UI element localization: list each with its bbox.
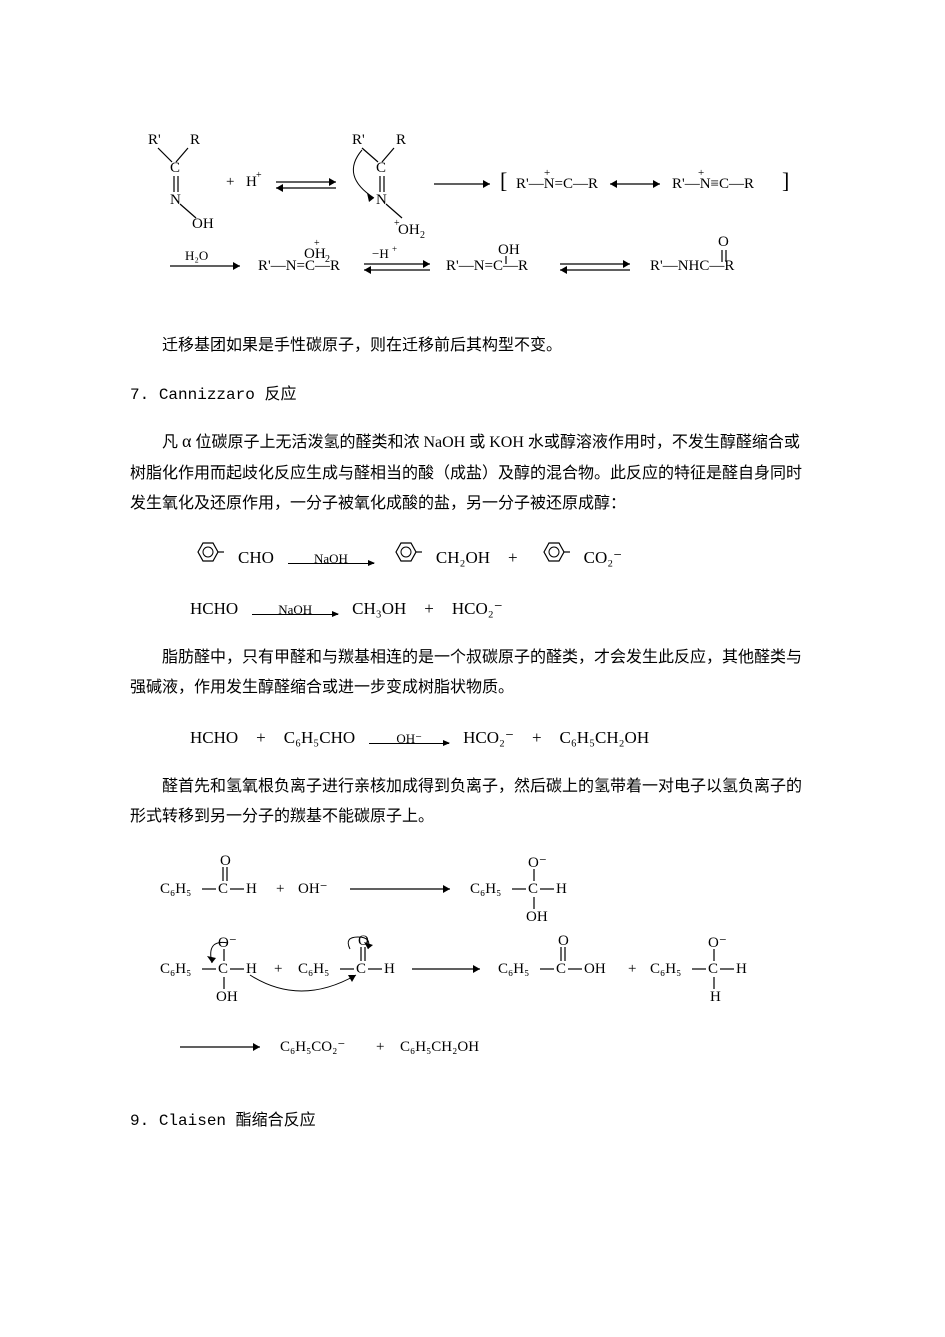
svg-text:C₆H₅: C₆H₅ xyxy=(470,881,501,897)
svg-text:C: C xyxy=(218,881,228,897)
svg-text:C₆H₅: C₆H₅ xyxy=(160,961,191,977)
svg-text:H: H xyxy=(246,961,257,977)
svg-text:C: C xyxy=(708,961,718,977)
svg-text:C₆H₅: C₆H₅ xyxy=(650,961,681,977)
svg-text:C₆H₅: C₆H₅ xyxy=(498,961,529,977)
svg-text:N: N xyxy=(170,192,181,208)
svg-text:C: C xyxy=(218,961,228,977)
svg-text:]: ] xyxy=(782,168,789,193)
svg-text:C: C xyxy=(356,961,366,977)
svg-text:+: + xyxy=(544,167,550,179)
svg-text:H: H xyxy=(556,881,567,897)
benzene-icon xyxy=(536,537,570,578)
svg-text:+: + xyxy=(256,170,262,181)
svg-text:OH⁻: OH⁻ xyxy=(298,881,328,897)
formula: C₆H₅CHO xyxy=(284,722,355,754)
svg-text:C: C xyxy=(528,881,538,897)
plus-icon: + xyxy=(424,593,434,625)
svg-text:H: H xyxy=(246,881,257,897)
svg-text:OH: OH xyxy=(216,989,238,1005)
svg-text:O⁻: O⁻ xyxy=(708,935,727,951)
svg-text:+: + xyxy=(698,167,704,179)
svg-text:C₆H₅: C₆H₅ xyxy=(298,961,329,977)
arrow-icon: NaOH xyxy=(288,552,374,564)
formula-ch3oh: CH₃OH xyxy=(352,593,406,625)
svg-text:OH: OH xyxy=(584,961,606,977)
equation-cannizzaro-cross: HCHO + C₆H₅CHO OH⁻ HCO₂⁻ + C₆H₅CH₂OH xyxy=(190,722,815,754)
svg-text:O: O xyxy=(558,933,569,949)
svg-text:H: H xyxy=(384,961,395,977)
heading-name: Claisen xyxy=(159,1112,226,1130)
formula: HCO₂⁻ xyxy=(463,722,514,754)
svg-text:C₆H₅CH₂OH: C₆H₅CH₂OH xyxy=(400,1039,479,1055)
formula-hcho: HCHO xyxy=(190,593,238,625)
svg-text:C: C xyxy=(170,160,180,176)
svg-text:R': R' xyxy=(352,132,365,148)
alpha: α xyxy=(182,431,191,451)
svg-text:+: + xyxy=(276,881,284,897)
heading-name: Cannizzaro xyxy=(159,386,255,404)
svg-text:C₆H₅CO₂⁻: C₆H₅CO₂⁻ xyxy=(280,1039,345,1055)
heading-num: 9. xyxy=(130,1112,149,1130)
svg-text:C₆H₅: C₆H₅ xyxy=(160,881,191,897)
svg-text:N: N xyxy=(376,192,387,208)
svg-text:H: H xyxy=(736,961,747,977)
formula-ch2oh: CH₂OH xyxy=(436,542,490,574)
para-mechanism: 醛首先和氢氧根负离子进行亲核加成得到负离子，然后碳上的氢带着一对电子以氢负离子的… xyxy=(130,772,815,833)
svg-text:C: C xyxy=(376,160,386,176)
svg-text:O⁻: O⁻ xyxy=(528,855,547,871)
formula-co2: CO₂⁻ xyxy=(584,542,623,574)
scheme-beckmann: R' R C N OH + H + R' R C N + OH2 xyxy=(130,126,815,317)
heading-claisen: 9. Claisen 酯缩合反应 xyxy=(130,1106,815,1136)
formula-hco2: HCO₂⁻ xyxy=(452,593,503,625)
formula: HCHO xyxy=(190,722,238,754)
plus-icon: + xyxy=(532,722,542,754)
svg-text:+: + xyxy=(392,244,397,254)
benzene-icon xyxy=(388,537,422,578)
svg-text:OH: OH xyxy=(398,222,420,238)
heading-tail: 酯缩合反应 xyxy=(236,1112,316,1129)
scheme-cannizzaro-mechanism: C₆H₅ C O H + OH⁻ C₆H₅ C O⁻ OH H C₆H₅ C O… xyxy=(150,847,815,1088)
svg-text:C: C xyxy=(556,961,566,977)
svg-text:[: [ xyxy=(500,168,507,193)
svg-text:R: R xyxy=(190,132,200,148)
svg-text:2: 2 xyxy=(325,254,330,265)
arrow-icon: OH⁻ xyxy=(369,732,449,744)
svg-text:R: R xyxy=(396,132,406,148)
text: 位碳原子上无活泼氢的醛类和浓 NaOH 或 KOH 水或醇溶液作用时，不发生醇醛… xyxy=(130,434,802,512)
svg-text:2: 2 xyxy=(420,230,425,241)
svg-text:+: + xyxy=(274,961,282,977)
para-cannizzaro-1: 凡 α 位碳原子上无活泼氢的醛类和浓 NaOH 或 KOH 水或醇溶液作用时，不… xyxy=(130,424,815,519)
svg-text:OH: OH xyxy=(192,216,214,232)
svg-text:H₂O: H₂O xyxy=(185,248,208,263)
heading-num: 7. xyxy=(130,386,149,404)
para-migration: 迁移基团如果是手性碳原子，则在迁移前后其构型不变。 xyxy=(130,331,815,361)
arrow-icon: NaOH xyxy=(252,603,338,615)
svg-text:OH: OH xyxy=(526,909,548,925)
svg-text:R'―N=C―R: R'―N=C―R xyxy=(446,258,528,274)
formula: C₆H₅CH₂OH xyxy=(560,722,650,754)
svg-text:+: + xyxy=(376,1039,384,1055)
svg-text:H: H xyxy=(710,989,721,1005)
svg-text:−H: −H xyxy=(372,246,389,261)
svg-text:+: + xyxy=(628,961,636,977)
para-cannizzaro-2: 脂肪醛中，只有甲醛和与羰基相连的是一个叔碳原子的醛类，才会发生此反应，其他醛类与… xyxy=(130,643,815,704)
svg-text:O: O xyxy=(718,234,729,250)
plus-icon: + xyxy=(508,542,518,574)
svg-text:R': R' xyxy=(148,132,161,148)
plus-icon: + xyxy=(256,722,266,754)
heading-cannizzaro: 7. Cannizzaro 反应 xyxy=(130,380,815,410)
svg-text:OH: OH xyxy=(304,246,326,262)
svg-text:R'―N≡C―R: R'―N≡C―R xyxy=(672,176,754,192)
text: 凡 xyxy=(162,434,178,451)
formula-cho: CHO xyxy=(238,542,274,574)
benzene-icon xyxy=(190,537,224,578)
svg-text:O: O xyxy=(220,853,231,869)
svg-text:+: + xyxy=(226,174,234,190)
svg-text:OH: OH xyxy=(498,242,520,258)
equation-cannizzaro-1: CHO NaOH CH₂OH + CO₂⁻ HCHO NaOH xyxy=(190,537,815,625)
svg-text:R'―N=C―R: R'―N=C―R xyxy=(516,176,598,192)
heading-tail: 反应 xyxy=(264,386,296,403)
